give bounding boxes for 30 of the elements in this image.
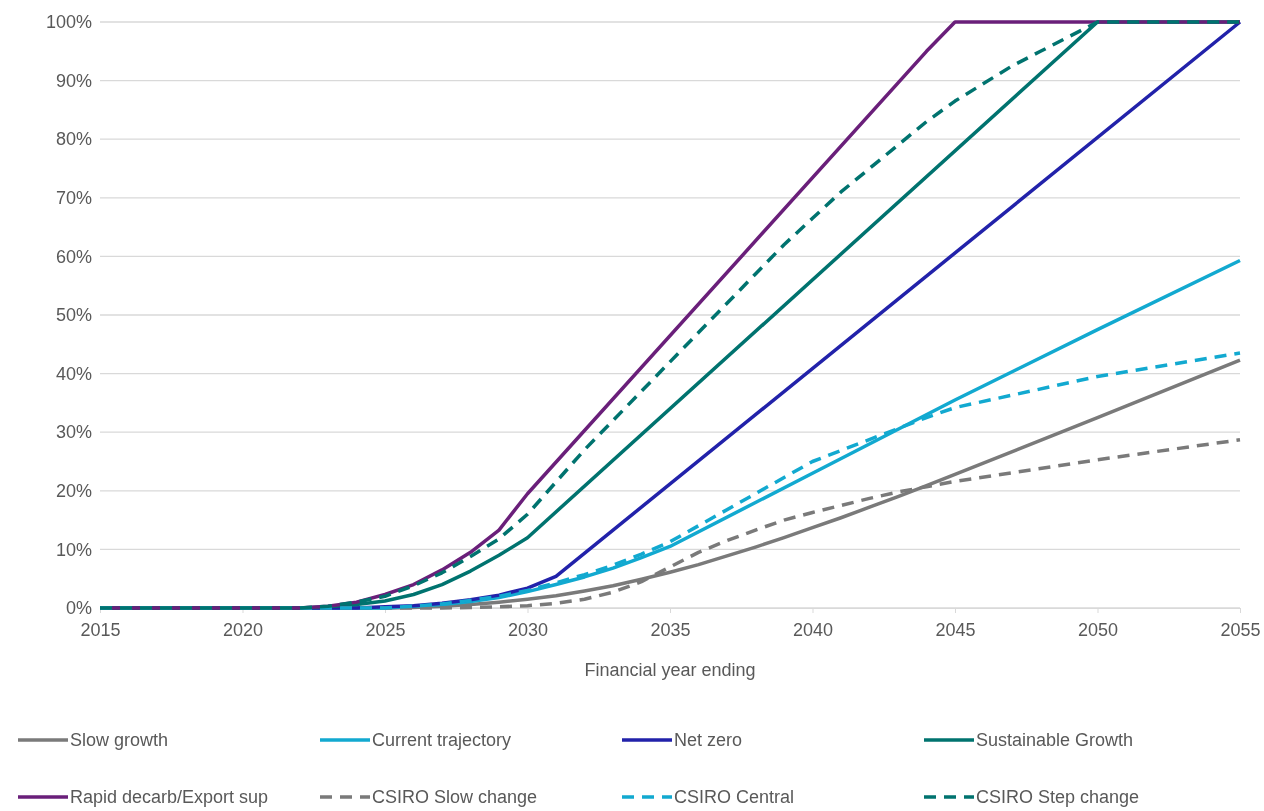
- legend-label: Rapid decarb/Export sup: [70, 787, 269, 808]
- legend-label: Current trajectory: [372, 730, 512, 751]
- x-axis-title: Financial year ending: [584, 660, 756, 680]
- y-tick-label: 90%: [55, 70, 92, 91]
- x-tick-label: 2030: [507, 619, 549, 640]
- y-tick-label: 100%: [45, 12, 92, 33]
- x-tick-label: 2050: [1077, 619, 1119, 640]
- x-tick-label: 2055: [1220, 619, 1261, 640]
- x-tick-label: 2025: [365, 619, 406, 640]
- y-tick-label: 50%: [55, 305, 92, 326]
- y-tick-label: 30%: [55, 422, 92, 443]
- x-tick-label: 2020: [222, 619, 264, 640]
- legend-label: Net zero: [674, 730, 743, 751]
- line-series: [98, 20, 1242, 610]
- legend-label: CSIRO Central: [674, 787, 795, 808]
- y-tick-label: 80%: [55, 129, 92, 150]
- x-tick-label: 2035: [650, 619, 691, 640]
- legend-label: Sustainable Growth: [976, 730, 1134, 751]
- legend-label: Slow growth: [70, 730, 169, 751]
- y-tick-label: 60%: [55, 246, 92, 267]
- y-tick-label: 0%: [65, 598, 92, 619]
- legend-label: CSIRO Step change: [976, 787, 1140, 808]
- x-tick-label: 2015: [80, 619, 121, 640]
- y-tick-label: 20%: [55, 481, 92, 502]
- y-tick-label: 10%: [55, 539, 92, 560]
- y-tick-label: 40%: [55, 363, 92, 384]
- y-tick-label: 70%: [55, 188, 92, 209]
- legend-label: CSIRO Slow change: [372, 787, 538, 808]
- x-tick-label: 2045: [935, 619, 976, 640]
- x-tick-label: 2040: [792, 619, 834, 640]
